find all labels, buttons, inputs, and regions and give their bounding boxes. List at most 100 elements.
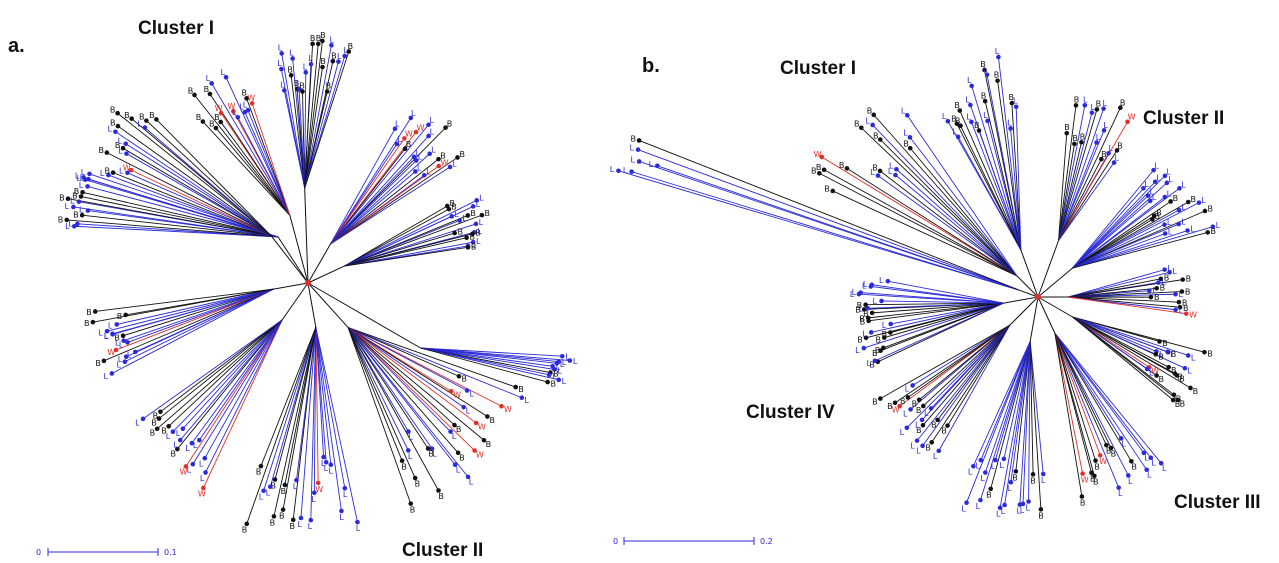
tree-b-tip-branch xyxy=(937,325,1011,421)
tree-a-tip-label: L xyxy=(462,214,467,223)
tree-b-tip-label: B xyxy=(863,309,869,318)
tree-a-tip-node xyxy=(411,154,417,160)
tree-b-tip-node xyxy=(1082,102,1088,108)
tree-a-tip-label: B xyxy=(459,453,465,462)
tree-b-tip-node xyxy=(1171,392,1177,398)
tree-b-tip-label: B xyxy=(872,398,878,407)
tree-a-tip-label: L xyxy=(296,79,301,88)
tree-b-tip-label: L xyxy=(1152,286,1157,295)
tree-a-tip-label: B xyxy=(486,440,492,449)
tree-b-tip-branch xyxy=(1058,150,1118,241)
tree-a-tip-node xyxy=(402,146,408,152)
tree-b-tip-label: B xyxy=(867,106,873,115)
tree-a-tip-branch xyxy=(116,288,274,325)
tree-b-tip-label: B xyxy=(839,161,845,170)
tree-a-tip-node xyxy=(290,56,295,61)
tree-b-tip-node xyxy=(872,358,878,364)
tree-a-tip-branch xyxy=(125,143,272,237)
tree-a-tip-branch xyxy=(247,110,291,216)
tree-b-tip-node xyxy=(997,505,1003,511)
tree-a-tip-node xyxy=(170,429,176,435)
tree-b-tip-branch xyxy=(972,341,1031,467)
tree-a-tip-node xyxy=(86,176,91,182)
tree-b-tip-node xyxy=(969,83,974,89)
tree-b-tip-node xyxy=(1141,450,1147,456)
tree-b-tip-node xyxy=(1162,173,1168,179)
tree-a-tip-label: B xyxy=(401,462,407,471)
tree-b-tip-node xyxy=(1144,467,1149,473)
tree-a-tip-branch xyxy=(117,125,272,237)
tree-a-tip-branch xyxy=(269,327,317,487)
tree-a-tip-branch xyxy=(80,196,279,238)
tree-a-tip-label: L xyxy=(356,524,361,533)
tree-b-tip-branch xyxy=(1058,105,1086,241)
tree-a-tip-label: L xyxy=(65,222,70,231)
tree-a-tip-branch xyxy=(347,327,455,426)
tree-a-tip-label: L xyxy=(477,227,482,236)
tree-a-tip-node xyxy=(324,89,330,94)
tree-a-branches xyxy=(66,40,570,524)
tree-a-tip-label: L xyxy=(397,135,402,144)
tree-a-tip-node xyxy=(315,480,321,486)
tree-a-tip-branch xyxy=(304,51,350,189)
tree-a-tip-node xyxy=(75,221,80,227)
tree-a-tip-node xyxy=(271,514,277,519)
tree-b-tip-branch xyxy=(1058,112,1093,241)
tree-b-tip-node xyxy=(868,330,874,335)
tree-b-tip-label: B xyxy=(1159,375,1165,384)
tree-b-tip-node xyxy=(935,417,940,423)
tree-b-tip-branch xyxy=(887,280,1004,304)
tree-b-tip-label: B xyxy=(876,335,882,344)
tree-a-tip-label: L xyxy=(452,432,457,441)
tree-a-tip-node xyxy=(120,333,126,339)
tree-a-tip-label: L xyxy=(343,490,348,499)
tree-b-tip-label: L xyxy=(1167,189,1172,198)
tree-b-tip-node xyxy=(1176,221,1182,227)
tree-b-tip-label: L xyxy=(1147,471,1152,480)
tree-b-tip-node xyxy=(1038,507,1044,512)
tree-b-tip-branch xyxy=(1054,333,1112,449)
tree-a-tip-branch xyxy=(108,174,272,237)
tree-b-branches xyxy=(618,56,1213,510)
tree-b-tip-branch xyxy=(984,101,1022,251)
tree-b-tip-node xyxy=(1183,311,1189,316)
tree-a-tip-node xyxy=(81,175,86,180)
tree-b-tip-node xyxy=(861,307,867,312)
tree-a-internal-branch xyxy=(277,236,309,284)
tree-a-tip-node xyxy=(427,151,432,157)
tree-b-tip-label: W xyxy=(892,406,900,415)
tree-b-tip-node xyxy=(958,123,963,129)
tree-b-tip-node xyxy=(1094,107,1100,112)
tree-a-tip-branch xyxy=(237,117,291,216)
tree-a-tip-label: L xyxy=(557,366,562,375)
tree-b-tip-label: L xyxy=(966,112,971,121)
tree-b-tip-branch xyxy=(1067,296,1179,303)
tree-b-tip-label: L xyxy=(873,297,878,306)
tree-a-tip-label: L xyxy=(411,109,416,118)
tree-a-tip-node xyxy=(231,109,236,114)
tree-b-tip-node xyxy=(1017,502,1023,507)
tree-b-tip-branch xyxy=(1072,195,1149,269)
tree-b-tip-node xyxy=(1158,276,1164,282)
tree-b-tip-node xyxy=(888,321,894,327)
tree-a-tip-branch xyxy=(304,45,332,189)
tree-a-tip-branch xyxy=(302,91,306,189)
tree-a-tip-label: B xyxy=(410,505,416,514)
tree-a-tip-label: L xyxy=(430,128,435,137)
tree-b-tip-branch xyxy=(1054,332,1145,454)
tree-b-tip-label: B xyxy=(1210,227,1216,236)
tree-a-tip-branch xyxy=(347,327,416,479)
tree-a-tip-branch xyxy=(192,319,283,465)
tree-a-tip-branch xyxy=(315,327,319,483)
tree-a-tip-node xyxy=(197,437,202,443)
tree-a-tip-label: B xyxy=(151,418,157,427)
tree-a-tip-node xyxy=(408,501,414,506)
tree-a-tip-node xyxy=(72,223,77,229)
tree-b-tip-branch xyxy=(1058,162,1115,241)
tree-b-tip-branch xyxy=(863,302,1004,349)
tree-b-tip-label: L xyxy=(1191,353,1196,362)
tree-b-tip-label: W xyxy=(1099,457,1107,466)
panel-b-cluster-iii-label: Cluster III xyxy=(1174,492,1261,513)
tree-b-tip-label: L xyxy=(1156,173,1161,182)
tree-b-tip-label: L xyxy=(855,346,860,355)
